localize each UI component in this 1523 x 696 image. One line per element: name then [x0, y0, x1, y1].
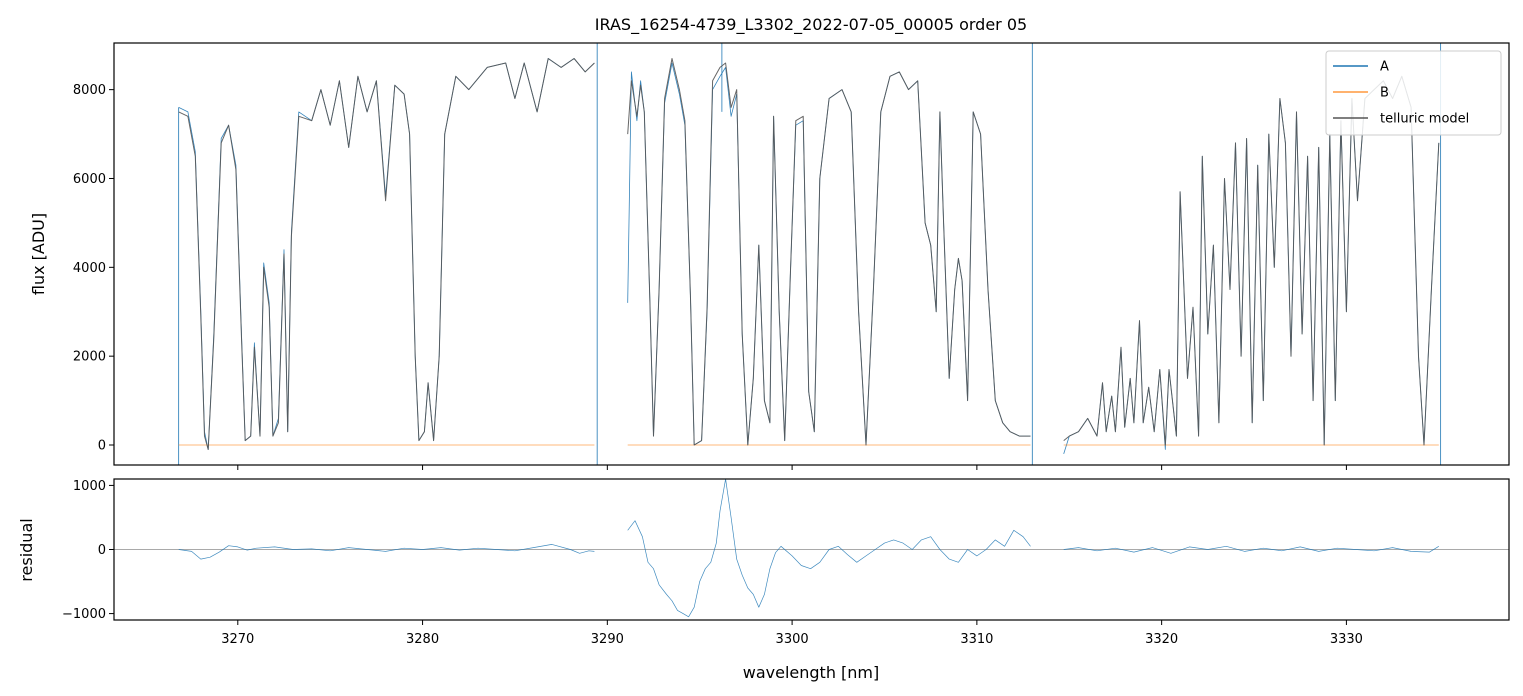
flux-axes-frame — [113, 42, 1510, 466]
residual-residual-segment-0 — [178, 544, 595, 560]
y-tick-label: 4000 — [73, 261, 106, 276]
x-tick-label: 3290 — [591, 632, 624, 647]
legend-box — [1325, 50, 1502, 136]
flux-panel: 0 2000 4000 6000 8000 flux [ADU] ABtelluric … — [29, 42, 1510, 470]
x-tick-label: 3270 — [221, 632, 254, 647]
x-tick-label: 3300 — [776, 632, 809, 647]
chart-title: IRAS_16254-4739_L3302_2022-07-05_00005 o… — [595, 15, 1027, 35]
legend-label-a: A — [1380, 60, 1389, 75]
y-tick-label: −1000 — [62, 607, 106, 622]
y-tick-label: 0 — [98, 439, 106, 454]
legend-label-b: B — [1380, 86, 1389, 101]
y-tick-label: 1000 — [73, 479, 106, 494]
series-a-segment-0 — [178, 58, 595, 450]
series-telluric-model-segment-0 — [178, 58, 595, 450]
y-tick-label: 6000 — [73, 172, 106, 187]
x-tick-label: 3330 — [1330, 632, 1363, 647]
flux-y-axis-label: flux [ADU] — [29, 213, 48, 295]
x-axis-label: wavelength [nm] — [743, 663, 880, 682]
x-tick-label: 3320 — [1145, 632, 1178, 647]
series-telluric-model-segment-2 — [1063, 75, 1440, 446]
residual-residual-segment-1 — [627, 479, 1031, 618]
series-telluric-model-segment-1 — [627, 58, 1031, 446]
y-tick-label: 8000 — [73, 83, 106, 98]
residual-y-axis-label: residual — [17, 518, 36, 581]
x-tick-label: 3280 — [406, 632, 439, 647]
residual-residual-segment-2 — [1063, 545, 1439, 554]
y-tick-label: 2000 — [73, 350, 106, 365]
y-tick-label: 0 — [98, 543, 106, 558]
x-tick-label: 3310 — [960, 632, 993, 647]
legend-label-telluric-model: telluric model — [1380, 112, 1469, 127]
